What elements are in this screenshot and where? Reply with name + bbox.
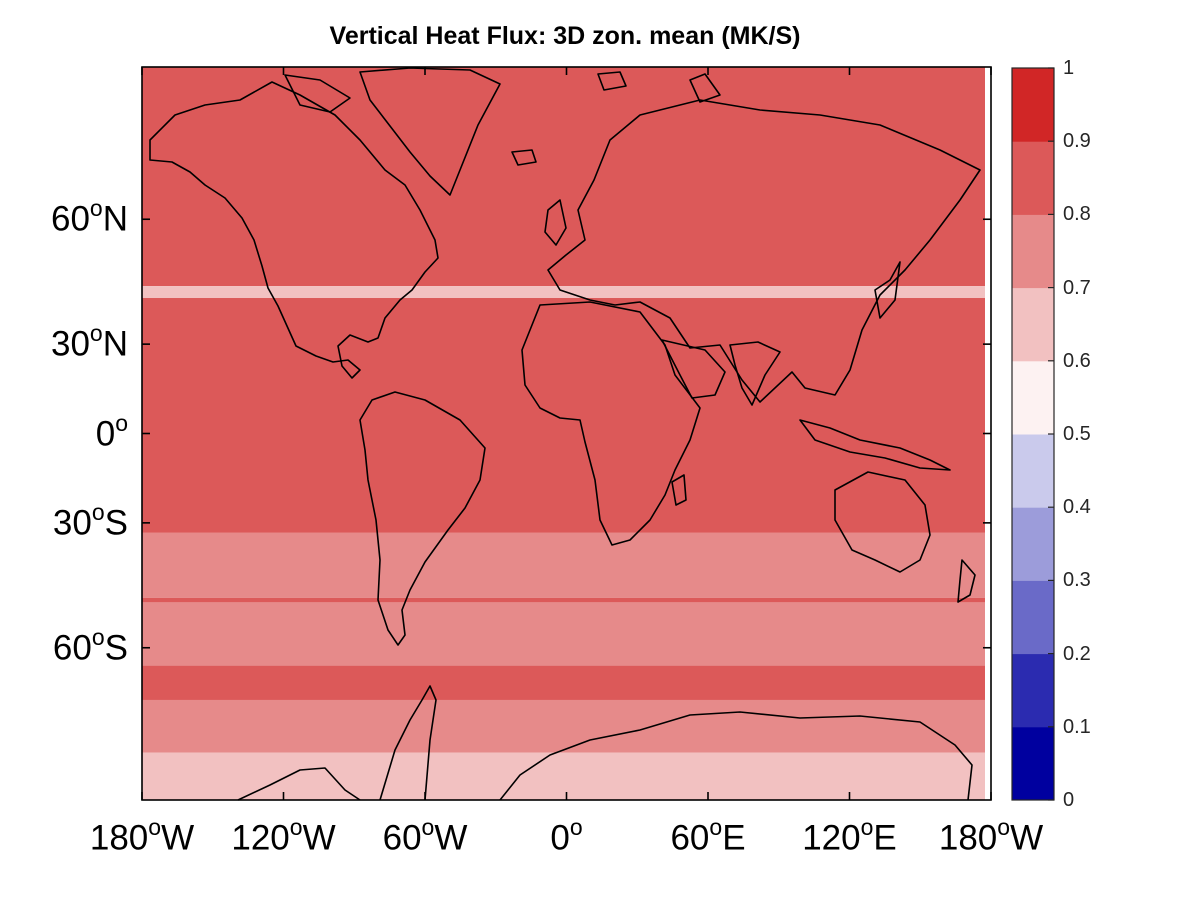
lon-tick-label: 180oW: [938, 814, 1044, 858]
coastline-arabia: [661, 339, 726, 399]
coastline-antarctica: [499, 711, 973, 801]
lat-tick-label: 30oN: [50, 320, 128, 364]
colorbar-segment: [1012, 434, 1054, 508]
coastline-arctic-islands: [284, 74, 351, 113]
lon-tick-label: 0o: [550, 814, 583, 858]
heat-flux-bands: [142, 67, 985, 800]
colorbar-tick-label: 0.7: [1063, 276, 1091, 299]
colorbar-tick-label: 0.3: [1063, 569, 1091, 592]
colorbar-segment: [1012, 68, 1054, 142]
coastline-svalbard: [597, 71, 627, 91]
lon-tick-label: 60oE: [670, 814, 746, 858]
colorbar-tick-label: 0.1: [1063, 715, 1091, 738]
colorbar: [1011, 67, 1055, 801]
colorbar-tick-label: 0.4: [1063, 496, 1091, 519]
colorbar-tick-label: 0.6: [1063, 349, 1091, 372]
colorbar-segment: [1012, 726, 1054, 801]
lat-tick-label: 60oN: [50, 195, 128, 239]
colorbar-segment: [1012, 287, 1054, 362]
heat-flux-band: [142, 665, 985, 700]
colorbar-segment: [1012, 653, 1054, 728]
heat-flux-band: [142, 298, 985, 533]
heat-flux-band: [142, 532, 985, 598]
coastline-novaya-zemlya: [689, 73, 721, 103]
coastline-indonesia: [799, 419, 951, 471]
coastline-antarctica-west: [237, 767, 361, 801]
heat-flux-band: [142, 286, 985, 299]
lat-tick-label: 60oS: [52, 623, 128, 668]
map-title: Vertical Heat Flux: 3D zon. mean (MK/S): [329, 22, 801, 50]
colorbar-tick-label: 0: [1063, 789, 1075, 811]
lon-tick-label: 120oE: [802, 814, 897, 858]
lon-tick-label: 120oW: [231, 814, 336, 858]
colorbar-tick-label: 1: [1063, 57, 1075, 79]
lon-tick-label: 60oW: [382, 814, 468, 858]
coastline-madagascar: [671, 474, 687, 506]
colorbar-segment: [1012, 214, 1054, 289]
coastline-north-america: [149, 81, 439, 379]
lon-tick-label: 180oW: [89, 814, 195, 858]
coastline-greenland: [359, 67, 501, 196]
coastline-australia: [834, 471, 931, 573]
coastlines: [149, 67, 981, 801]
colorbar-tick-label: 0.5: [1063, 423, 1091, 445]
coastline-iceland: [511, 149, 537, 166]
heat-flux-band: [142, 597, 985, 603]
coastline-british-isles: [544, 199, 567, 246]
colorbar-tick-label: 0.8: [1063, 203, 1091, 226]
colorbar-tick-label: 0.2: [1063, 642, 1091, 665]
heat-flux-band: [142, 602, 985, 666]
latitude-tick-marks: [142, 218, 991, 649]
coastline-new-zealand: [957, 559, 976, 603]
coastline-south-america: [359, 391, 486, 646]
heat-flux-band: [142, 752, 985, 800]
colorbar-segment: [1012, 141, 1054, 215]
colorbar-tick-label: 0.9: [1063, 130, 1091, 153]
longitude-tick-marks: [141, 67, 992, 800]
colorbar-segment: [1012, 507, 1054, 581]
colorbar-segment: [1012, 360, 1054, 435]
coastline-antarctic-peninsula: [379, 685, 437, 801]
lat-tick-label: 0o: [95, 409, 128, 454]
colorbar-segment: [1012, 580, 1054, 655]
heat-flux-band: [142, 699, 985, 753]
coastline-africa: [521, 301, 701, 546]
lat-tick-label: 30oS: [52, 498, 128, 543]
coastline-japan: [874, 261, 901, 319]
heat-flux-band: [142, 67, 985, 287]
coastline-india: [729, 341, 781, 406]
